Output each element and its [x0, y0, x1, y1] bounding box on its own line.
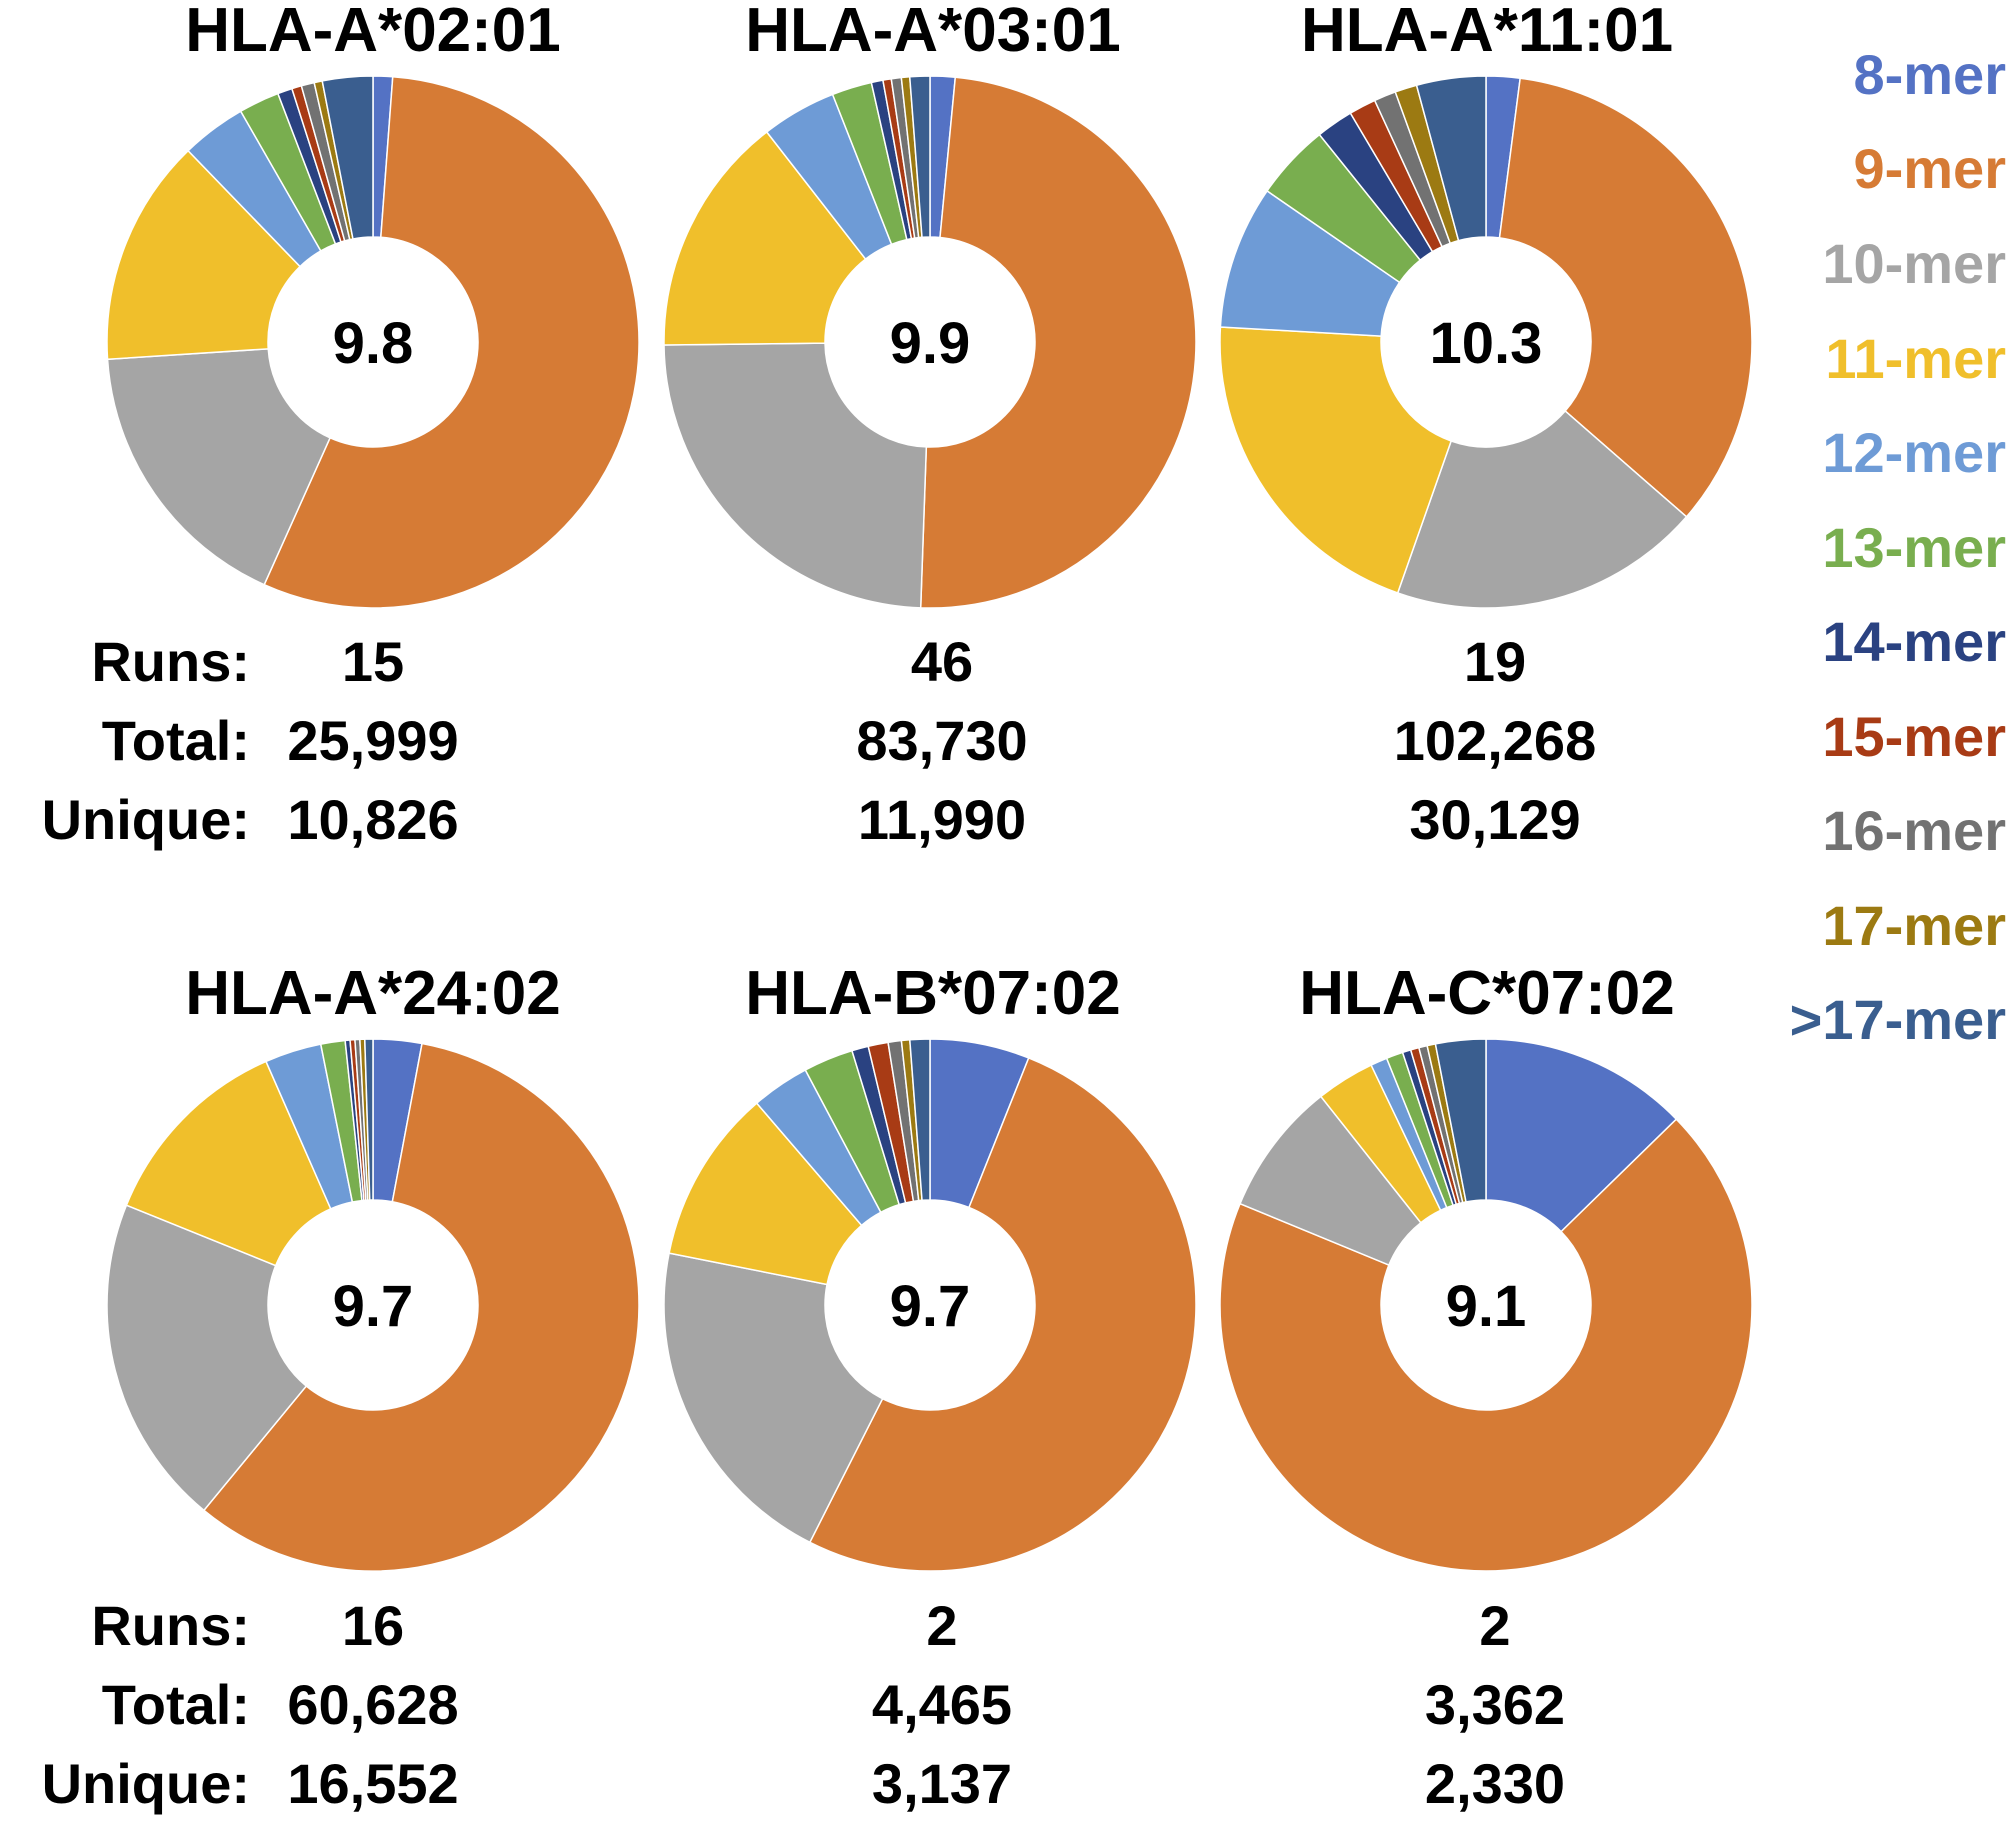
unique-a0301: 11,990	[857, 788, 1027, 851]
chart-title-a0301: HLA-A*03:01	[745, 0, 1121, 65]
total-label-bottom: Total:	[101, 1673, 250, 1736]
center-label-a2402: 9.7	[333, 1274, 414, 1339]
unique-b0702: 3,137	[871, 1752, 1013, 1815]
total-b0702: 4,465	[871, 1673, 1013, 1736]
runs-label-bottom: Runs:	[91, 1594, 250, 1657]
runs-a0301: 46	[910, 630, 974, 693]
chart-title-a2402: HLA-A*24:02	[185, 959, 561, 1028]
total-a1101: 102,268	[1393, 709, 1597, 772]
total-a2402: 60,628	[287, 1673, 459, 1736]
legend-15mer: 15-mer	[1822, 705, 2006, 768]
chart-title-c0702: HLA-C*07:02	[1299, 959, 1675, 1028]
runs-c0702: 2	[1479, 1594, 1511, 1657]
chart-title-a0201: HLA-A*02:01	[185, 0, 561, 65]
runs-a2402: 16	[341, 1594, 405, 1657]
legend-13mer: 13-mer	[1822, 516, 2006, 579]
total-a0201: 25,999	[287, 709, 459, 772]
legend-10mer: 10-mer	[1822, 232, 2006, 295]
unique-a1101: 30,129	[1409, 788, 1581, 851]
total-c0702: 3,362	[1424, 1673, 1566, 1736]
center-label-a0301: 9.9	[890, 311, 971, 376]
donut-hole-a2402	[268, 1200, 478, 1410]
runs-label-top: Runs:	[91, 630, 250, 693]
donut-hole-a0301	[825, 237, 1035, 447]
donut-hole-a0201	[268, 237, 478, 447]
center-label-a0201: 9.8	[333, 311, 414, 376]
unique-a0201: 10,826	[287, 788, 459, 851]
runs-b0702: 2	[926, 1594, 958, 1657]
legend-9mer: 9-mer	[1853, 137, 2006, 200]
unique-label-top: Unique:	[41, 788, 250, 851]
legend-12mer: 12-mer	[1822, 421, 2006, 484]
center-label-a1101: 10.3	[1430, 311, 1543, 376]
legend-11mer: 11-mer	[1825, 327, 2006, 390]
legend-14mer: 14-mer	[1822, 610, 2006, 673]
center-label-b0702: 9.7	[890, 1274, 971, 1339]
runs-a1101: 19	[1463, 630, 1527, 693]
unique-a2402: 16,552	[287, 1752, 459, 1815]
slice-b0702-10-mer	[663, 1252, 884, 1544]
chart-title-a1101: HLA-A*11:01	[1300, 0, 1674, 65]
unique-c0702: 2,330	[1424, 1752, 1566, 1815]
donut-hole-b0702	[825, 1200, 1035, 1410]
center-label-c0702: 9.1	[1446, 1274, 1527, 1339]
legend-gt17mer: >17-mer	[1789, 988, 2006, 1051]
unique-label-bottom: Unique:	[41, 1752, 250, 1815]
slice-a0201-10-mer	[106, 348, 332, 586]
total-label-top: Total:	[101, 709, 250, 772]
donut-hole-a1101	[1381, 237, 1591, 447]
chart-title-b0702: HLA-B*07:02	[745, 959, 1121, 1028]
legend-17mer: 17-mer	[1822, 894, 2006, 957]
legend-8mer: 8-mer	[1853, 43, 2006, 106]
runs-a0201: 15	[341, 630, 405, 693]
donut-hole-c0702	[1381, 1200, 1591, 1410]
legend-16mer: 16-mer	[1822, 799, 2006, 862]
total-a0301: 83,730	[856, 709, 1028, 772]
